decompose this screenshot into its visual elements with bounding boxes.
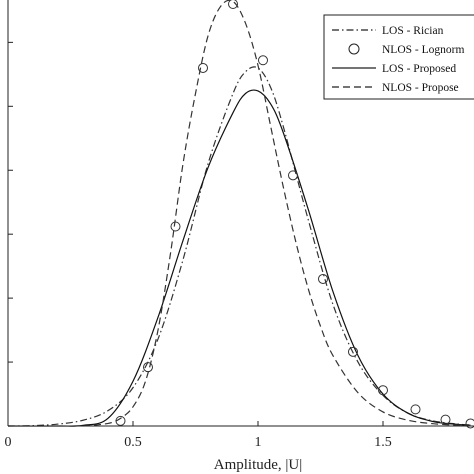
data-point — [378, 385, 388, 396]
data-point — [288, 170, 298, 181]
data-point — [258, 55, 268, 66]
data-point — [410, 404, 421, 415]
series-los-proposed — [7, 89, 471, 427]
x-tick-label: 1.5 — [374, 435, 392, 450]
data-point — [115, 415, 126, 426]
legend-item: LOS - Rician — [332, 25, 444, 37]
legend-item: NLOS - Propose — [332, 82, 459, 94]
series-nlos-lognorm — [115, 0, 474, 429]
legend-item: NLOS - Lognorm — [348, 43, 464, 56]
data-point — [198, 62, 208, 73]
x-axis-title: Amplitude, |U| — [214, 457, 303, 473]
legend-label: LOS - Proposed — [382, 63, 456, 75]
legend-box — [323, 14, 474, 100]
legend-label: NLOS - Lognorm — [382, 44, 464, 56]
data-point — [440, 414, 451, 425]
y-axis-ticks — [8, 41, 13, 363]
legend-label: LOS - Rician — [382, 25, 444, 37]
series-line — [82, 0, 471, 427]
legend-item: LOS - Proposed — [332, 63, 456, 75]
x-tick-label: 0 — [5, 435, 12, 450]
data-point — [143, 362, 153, 373]
data-point — [228, 0, 238, 9]
legend: LOS - Rician NLOS - Lognorm LOS - Proposed… — [323, 14, 474, 100]
data-point — [465, 418, 474, 429]
series-nlos-propose — [82, 0, 471, 427]
data-point — [170, 221, 181, 232]
x-tick-label: 0.5 — [124, 435, 142, 450]
data-point — [348, 346, 358, 357]
series-line — [7, 89, 471, 427]
data-point — [318, 273, 328, 284]
series-layer — [7, 0, 474, 429]
legend-marker — [348, 43, 360, 55]
legend-label: NLOS - Propose — [382, 82, 459, 94]
x-tick-label: 1 — [255, 435, 262, 450]
x-tick-labels: 0 0.5 1 1.5 — [5, 435, 392, 450]
